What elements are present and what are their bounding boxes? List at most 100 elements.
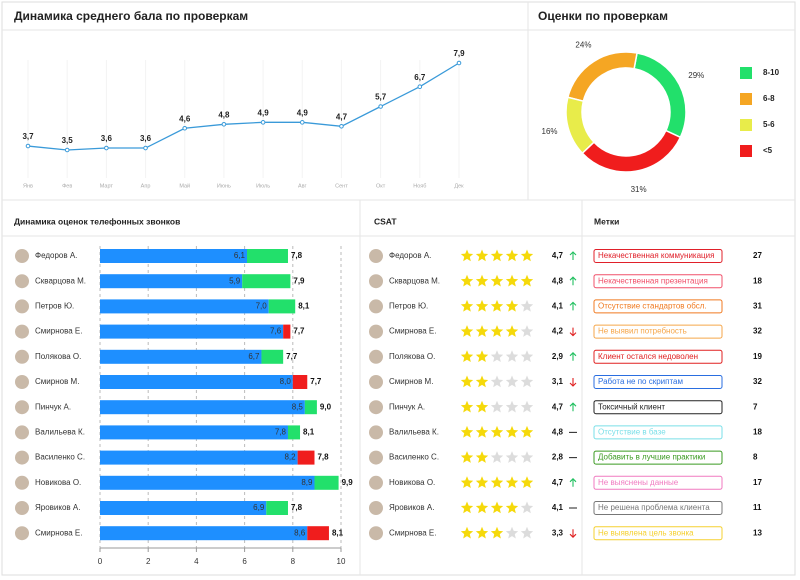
x-tick-label: 10 — [337, 557, 346, 566]
bar-segment — [314, 475, 339, 490]
total-label: 7,8 — [291, 251, 303, 260]
tag-chip — [593, 349, 723, 364]
star — [460, 249, 474, 262]
bar-segment — [283, 324, 291, 339]
row-label: Смирнова Е. — [35, 327, 82, 336]
score: 2,8 — [552, 453, 564, 462]
point — [299, 120, 305, 125]
row-label: Василенко С. — [35, 453, 85, 462]
total-label: 7,8 — [291, 503, 303, 512]
tag-label: Работа не по скриптам — [598, 377, 683, 386]
star — [460, 325, 474, 337]
star — [460, 476, 474, 489]
star — [475, 476, 489, 489]
point — [143, 145, 148, 151]
legend-label: 5-6 — [763, 120, 775, 129]
tag-count: 31 — [753, 302, 762, 311]
tag-label: Отсутствие в базе — [598, 428, 666, 437]
star — [460, 501, 474, 514]
row-label: Пинчук А. — [35, 402, 71, 411]
score: 4,8 — [552, 276, 564, 285]
tag-label: Не выявлена цель звонка — [598, 528, 694, 537]
row-label: Смирнова Е. — [389, 327, 436, 336]
avatar — [15, 501, 29, 515]
row-label: Яровиков А. — [35, 503, 80, 512]
tag-chip — [593, 299, 723, 314]
star — [490, 274, 504, 287]
tag-label: Добавить в лучшие практики — [598, 453, 705, 462]
tag-chip — [593, 450, 723, 465]
star — [505, 350, 519, 363]
bar-label: 7,8 — [275, 428, 287, 437]
avatar — [369, 425, 383, 440]
total-label: 7,7 — [310, 377, 322, 386]
row-label: Полякова О. — [35, 352, 81, 361]
avatar — [15, 299, 29, 314]
tag-label: Не выявил потребность — [598, 327, 687, 336]
avatar — [15, 526, 29, 541]
avatar — [369, 324, 383, 339]
star — [520, 375, 534, 388]
legend-swatch — [740, 67, 752, 79]
bar-segment — [100, 526, 308, 541]
point — [260, 120, 266, 125]
avatar — [369, 400, 383, 415]
star — [520, 400, 534, 413]
avatar — [369, 450, 383, 465]
x-tick-label: 8 — [291, 557, 296, 566]
score: 2,9 — [552, 352, 564, 361]
bar-segment — [100, 501, 267, 515]
avatar — [15, 475, 29, 490]
row-label: Василенко С. — [389, 453, 439, 462]
bar-segment — [292, 375, 308, 389]
star — [460, 299, 474, 312]
bar-segment — [100, 299, 269, 314]
point — [378, 104, 383, 109]
panel-title: Динамика среднего бала по проверкам — [14, 9, 248, 23]
trend-arrow — [569, 327, 577, 337]
row-label: Смирнов М. — [389, 377, 433, 386]
tag-count: 27 — [753, 251, 762, 260]
star — [490, 249, 504, 262]
bar-segment — [100, 349, 262, 364]
avatar — [15, 425, 29, 440]
star — [505, 501, 519, 514]
tag-count: 8 — [753, 453, 758, 462]
avatar — [15, 400, 29, 415]
star — [505, 451, 519, 463]
score: 4,7 — [552, 251, 564, 260]
star — [505, 526, 519, 539]
value-label: 7,9 — [453, 49, 465, 58]
star — [520, 451, 534, 463]
bar-segment — [100, 400, 305, 415]
value-label: 4,8 — [218, 110, 230, 119]
avatar — [369, 475, 383, 490]
point — [104, 145, 109, 151]
star — [505, 325, 519, 337]
value-label: 5,7 — [375, 93, 387, 102]
bar-segment — [242, 274, 291, 289]
point — [417, 84, 423, 90]
star — [460, 425, 474, 438]
total-label: 7,8 — [317, 453, 329, 462]
tag-label: Клиент остался недоволен — [598, 352, 698, 361]
x-tick-label: Май — [179, 182, 190, 189]
row-label: Валильева К. — [389, 428, 439, 437]
star — [520, 325, 534, 337]
star — [490, 400, 504, 413]
avatar — [15, 375, 29, 389]
x-tick-label: Сент — [335, 183, 348, 189]
x-tick-label: Окт — [376, 183, 386, 189]
star — [505, 274, 519, 287]
legend-label: <5 — [763, 146, 773, 155]
bar-label: 6,7 — [248, 352, 260, 361]
tag-label: Некачественная коммуникация — [598, 251, 714, 260]
row-label: Скварцова М. — [389, 276, 440, 285]
point — [339, 123, 344, 129]
star — [490, 425, 504, 438]
star — [520, 425, 534, 438]
legend-label: 6-8 — [763, 94, 775, 103]
bar-segment — [100, 249, 248, 263]
star — [475, 350, 489, 363]
